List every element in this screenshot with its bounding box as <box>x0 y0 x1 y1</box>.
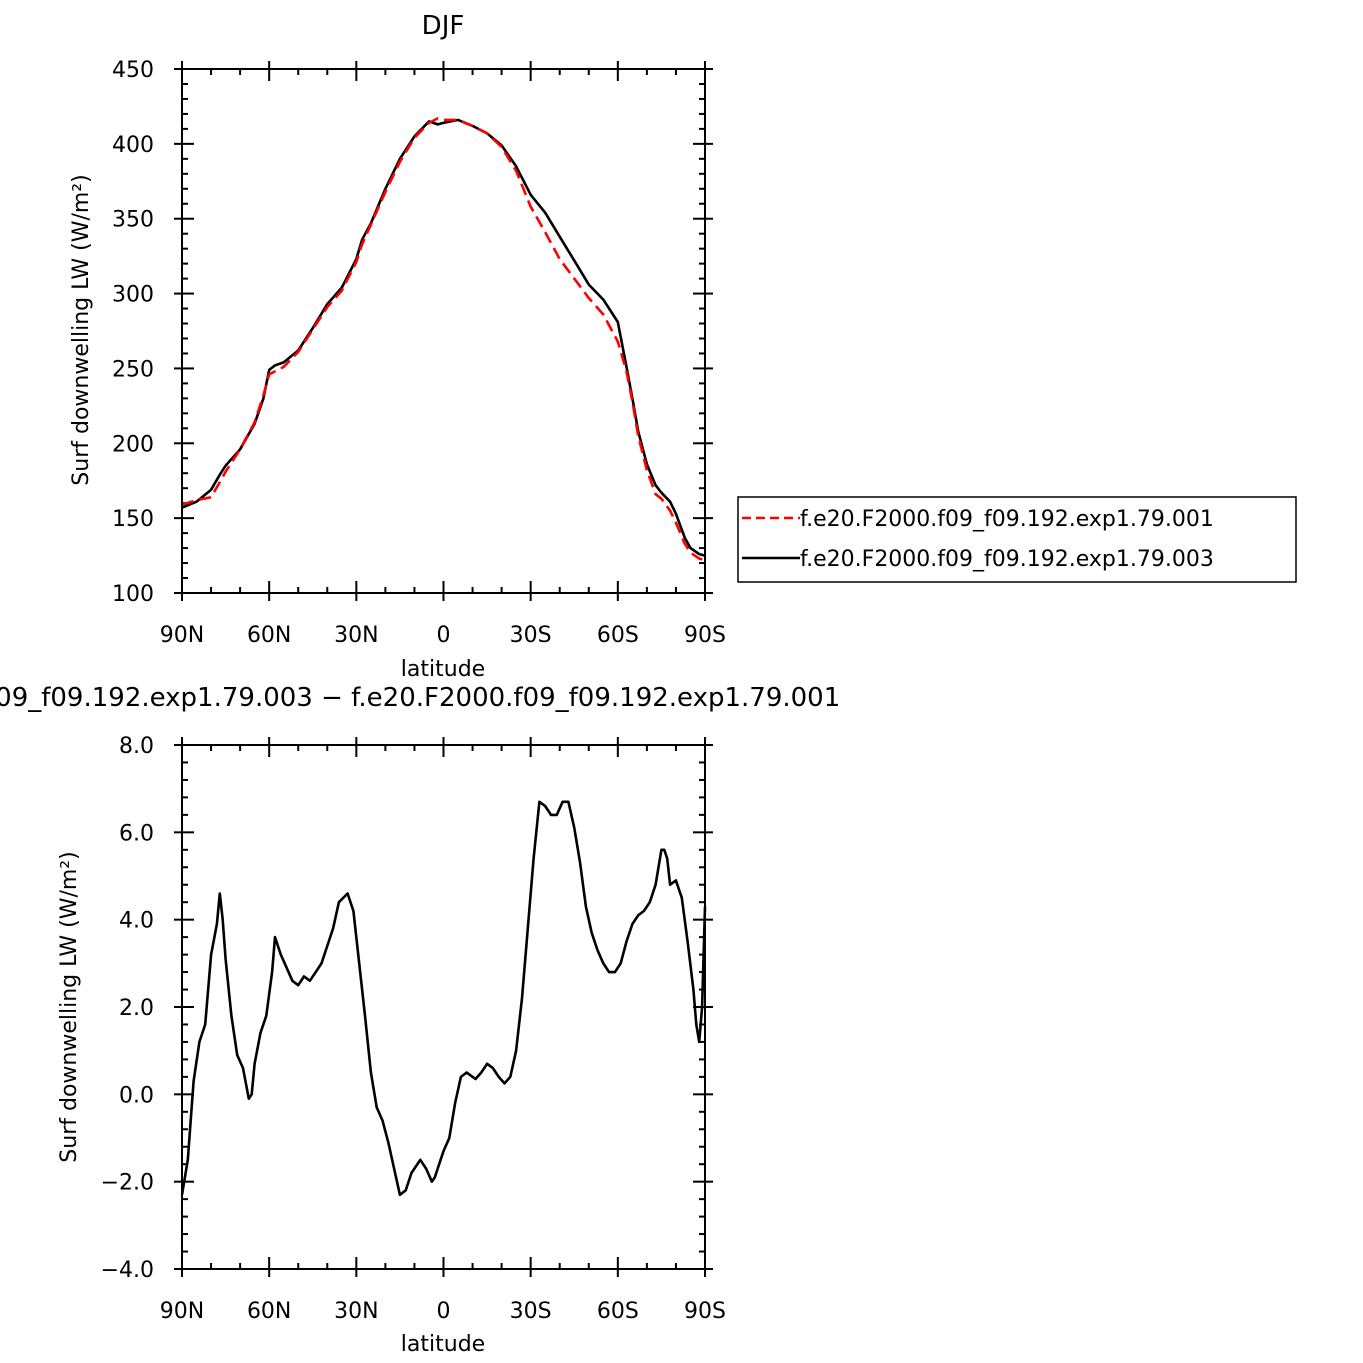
x-tick-label: 90S <box>684 1299 726 1324</box>
x-tick-label: 30N <box>334 623 378 648</box>
x-tick-label: 90N <box>160 1299 204 1324</box>
y-tick-label: 200 <box>112 432 154 457</box>
y-tick-label: 6.0 <box>119 821 154 846</box>
legend-entry-series-2: f.e20.F2000.f09_f09.192.exp1.79.003 <box>800 547 1214 572</box>
legend-box <box>737 496 1297 583</box>
x-tick-label: 60N <box>247 623 291 648</box>
x-tick-label: 0 <box>437 1299 451 1324</box>
x-tick-label: 30S <box>510 1299 552 1324</box>
y-tick-label: 250 <box>112 357 154 382</box>
y-tick-label: 100 <box>112 582 154 607</box>
y-tick-label: 300 <box>112 283 154 308</box>
y-tick-label: 2.0 <box>119 996 154 1021</box>
x-axis-label: latitude <box>401 1332 485 1357</box>
x-tick-label: 30S <box>510 623 552 648</box>
y-tick-label: 4.0 <box>119 909 154 934</box>
x-tick-label: 0 <box>437 623 451 648</box>
difference-title: f09_f09.192.exp1.79.003 − f.e20.F2000.f0… <box>0 683 840 713</box>
y-tick-label: 450 <box>112 58 154 83</box>
series-line-1 <box>180 800 707 1197</box>
plot-lines <box>180 800 707 1197</box>
x-axis-label: latitude <box>401 657 485 682</box>
y-tick-label: 8.0 <box>119 734 154 759</box>
series-line-1 <box>181 117 706 562</box>
x-tick-label: 60N <box>247 1299 291 1324</box>
y-tick-label: 0.0 <box>119 1083 154 1108</box>
chart-title: DJF <box>422 11 465 41</box>
y-tick-label: 400 <box>112 133 154 158</box>
y-tick-label: −4.0 <box>101 1258 154 1283</box>
plot-lines <box>181 117 706 562</box>
axis-ticks: 90N 60N 30N 0 30S 60S 90S −4.0 −2.0 0.0 2.0 4.0 6.0 8… <box>101 734 726 1324</box>
series-line-2 <box>181 118 706 557</box>
plot-frame <box>181 68 706 594</box>
x-tick-label: 60S <box>597 1299 639 1324</box>
plot-frame <box>181 744 706 1270</box>
x-tick-label: 60S <box>597 623 639 648</box>
legend: f.e20.F2000.f09_f09.192.exp1.79.001 f.e2… <box>737 496 1297 583</box>
x-tick-label: 90S <box>684 623 726 648</box>
legend-entry-series-1: f.e20.F2000.f09_f09.192.exp1.79.001 <box>800 507 1214 532</box>
top-panel: DJF Surf downwelling LW (W/m²) latitude … <box>69 11 726 682</box>
y-tick-label: −2.0 <box>101 1171 154 1196</box>
y-tick-label: 150 <box>112 507 154 532</box>
y-axis-label: Surf downwelling LW (W/m²) <box>69 174 94 485</box>
x-tick-label: 30N <box>334 1299 378 1324</box>
y-axis-label: Surf downwelling LW (W/m²) <box>57 851 82 1162</box>
axis-ticks: 90N 60N 30N 0 30S 60S 90S 100 150 200 250 300 350 400… <box>112 58 726 648</box>
y-tick-label: 350 <box>112 208 154 233</box>
x-tick-label: 90N <box>160 623 204 648</box>
bottom-panel: f09_f09.192.exp1.79.003 − f.e20.F2000.f0… <box>0 683 840 1357</box>
